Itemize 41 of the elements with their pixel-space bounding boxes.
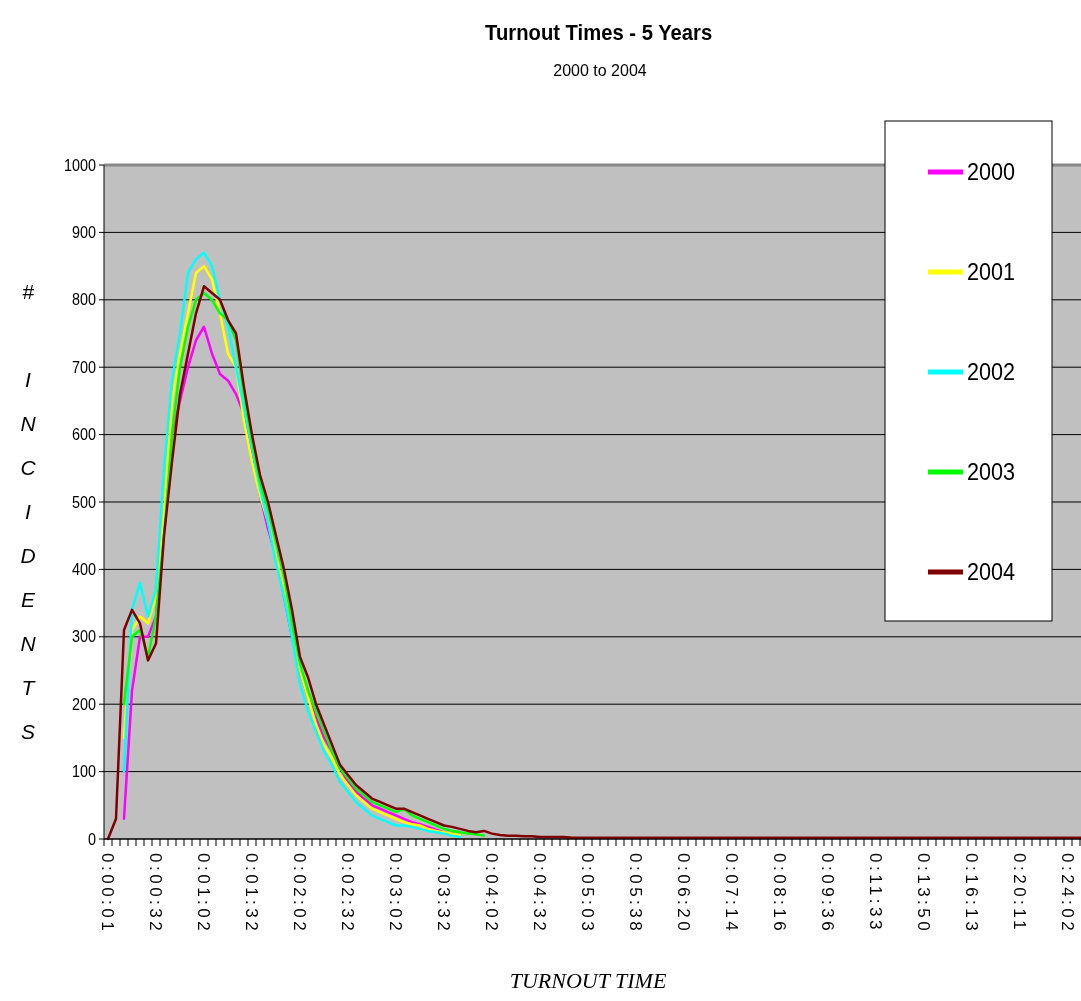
legend-label: 2001: [967, 258, 1016, 286]
legend-label: 2004: [967, 558, 1016, 586]
x-tick-label: 0:01:32: [242, 853, 262, 935]
y-tick-label: 0: [87, 829, 96, 848]
chart-subtitle: 2000 to 2004: [553, 62, 647, 79]
y-tick-label: 700: [71, 358, 96, 376]
x-tick-label: 0:16:13: [962, 853, 982, 935]
x-tick-label: 0:07:14: [722, 853, 742, 935]
y-tick-label: 100: [71, 762, 96, 781]
x-tick-label: 0:08:16: [770, 853, 790, 935]
x-tick-label: 0:02:32: [338, 853, 358, 935]
x-tick-label: 0:00:32: [146, 853, 166, 935]
y-tick-label: 600: [71, 425, 96, 444]
legend-label: 2000: [967, 158, 1016, 186]
x-tick-label: 0:11:33: [866, 853, 886, 933]
x-tick-label: 0:03:32: [434, 853, 454, 935]
x-tick-label: 0:24:02: [1058, 853, 1078, 935]
x-tick-label: 0:09:36: [818, 853, 838, 935]
x-tick-label: 0:04:02: [482, 853, 502, 935]
y-tick-label: 800: [71, 290, 96, 309]
x-tick-label: 0:00:01: [98, 853, 118, 935]
legend-label: 2002: [967, 358, 1016, 386]
x-tick-label: 0:13:50: [914, 853, 934, 935]
y-tick-label: 1000: [63, 155, 96, 174]
y-tick-label: 200: [71, 695, 96, 713]
y-tick-label: 300: [71, 627, 96, 646]
y-tick-label: 900: [71, 223, 96, 242]
y-axis-title: # INCIDENTS: [16, 280, 40, 764]
legend-label: 2003: [967, 458, 1016, 486]
x-axis-title: TURNOUT TIME: [509, 968, 667, 993]
x-tick-label: 0:05:03: [578, 853, 598, 935]
x-tick-label: 0:01:02: [194, 853, 214, 935]
x-tick-label: 0:06:20: [674, 853, 694, 935]
x-tick-label: 0:04:32: [530, 853, 550, 935]
chart-title: Turnout Times - 5 Years: [485, 20, 713, 45]
x-tick-label: 0:05:38: [626, 853, 646, 935]
x-tick-label: 0:02:02: [290, 853, 310, 935]
y-tick-label: 400: [71, 560, 96, 579]
y-tick-label: 500: [71, 492, 96, 511]
x-tick-label: 0:03:02: [386, 853, 406, 935]
x-tick-label: 0:20:11: [1010, 853, 1030, 933]
